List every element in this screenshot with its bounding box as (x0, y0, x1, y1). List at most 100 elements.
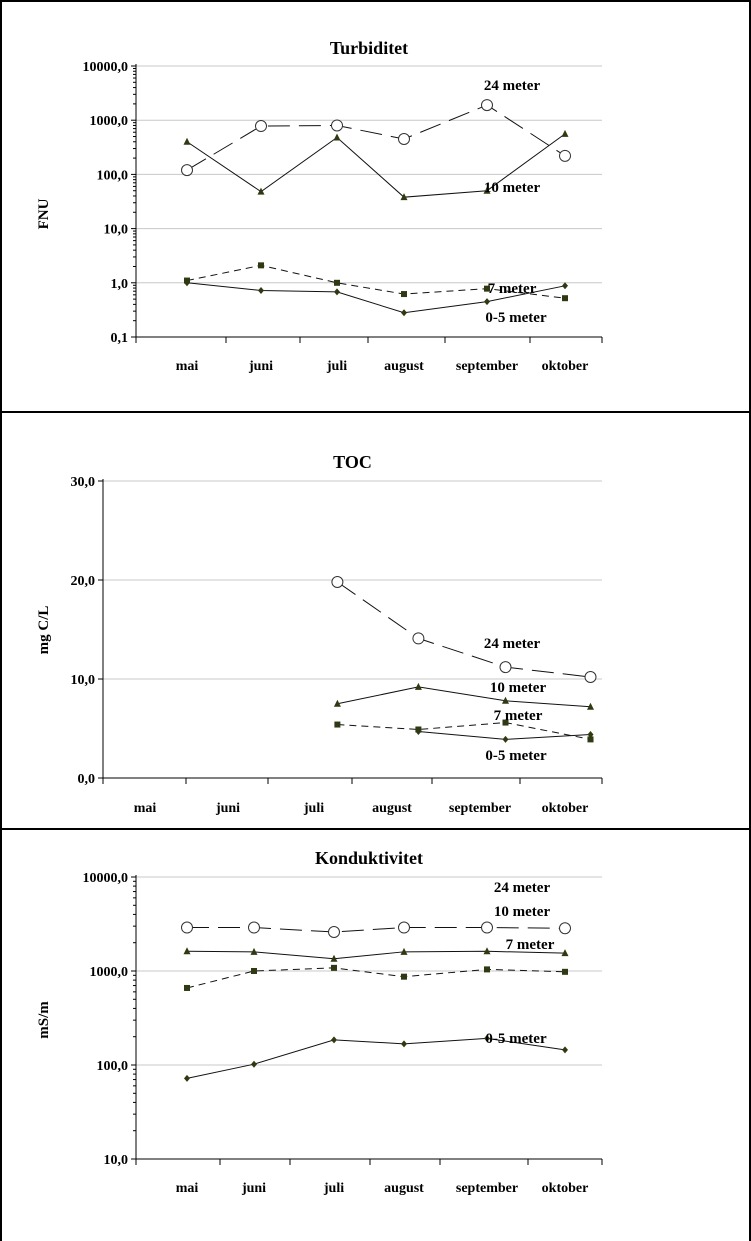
series-10-meter: 10 meter (183, 904, 569, 962)
series-line (337, 722, 591, 740)
series-24-meter: 24 meter (181, 78, 571, 177)
data-point (183, 947, 191, 955)
x-tick-label: mai (176, 359, 199, 374)
data-point (334, 288, 340, 296)
panel-divider-1 (0, 411, 751, 413)
series-7-meter: 7 meter (184, 262, 568, 302)
y-tick-label: 10000,0 (83, 60, 129, 75)
y-tick-label: 100,0 (97, 1059, 129, 1074)
series-label: 10 meter (494, 904, 551, 920)
data-point (258, 262, 264, 269)
y-tick-label: 0,1 (111, 331, 129, 346)
data-point (331, 964, 337, 971)
y-tick-label: 10,0 (104, 223, 129, 238)
series-label: 10 meter (490, 680, 547, 696)
data-point (587, 702, 594, 710)
data-point (587, 736, 594, 743)
data-point (400, 947, 408, 955)
data-point (484, 298, 490, 306)
series-line (186, 950, 566, 960)
series-0-5-meter: 0-5 meter (415, 727, 594, 764)
data-point (562, 1046, 568, 1054)
data-point (400, 193, 408, 201)
data-point (184, 279, 190, 287)
data-point (330, 954, 338, 962)
series-24-meter: 24 meter (181, 880, 571, 938)
data-point (484, 1034, 490, 1042)
data-point (502, 696, 509, 704)
series-label: 24 meter (484, 636, 541, 652)
y-tick-label: 10000,0 (83, 871, 129, 886)
x-tick-label: september (449, 801, 511, 816)
data-point (584, 671, 597, 684)
panel-divider-2 (0, 828, 751, 830)
x-tick-label: oktober (542, 801, 589, 816)
series-line (186, 282, 566, 314)
data-point (181, 921, 193, 934)
data-point (257, 187, 265, 195)
chart-1: Turbiditet 0,1 1,0 10,0 100,0 1000,0 10000,0 ma… (36, 38, 603, 374)
y-axis-label: mS/m (36, 1001, 52, 1039)
data-point (414, 682, 422, 690)
data-point (248, 921, 260, 934)
series-label: 0-5 meter (485, 1031, 547, 1047)
data-point (258, 287, 264, 295)
data-point (415, 727, 422, 735)
x-tick-label: august (384, 1181, 424, 1196)
series-10-meter: 10 meter (333, 680, 594, 710)
series-label: 0-5 meter (485, 748, 547, 764)
data-point (502, 719, 509, 726)
series-line (337, 581, 591, 678)
data-point (559, 922, 571, 935)
series-line (337, 686, 591, 708)
data-point (562, 282, 568, 290)
data-point (251, 1060, 257, 1068)
series-label: 7 meter (506, 937, 555, 953)
chart-title: Turbiditet (330, 38, 408, 58)
series-line (186, 133, 566, 198)
data-point (401, 291, 407, 298)
data-point (334, 279, 340, 286)
chart-title: Konduktivitet (315, 848, 423, 868)
y-tick-label: 20,0 (71, 574, 96, 589)
series-line (186, 1037, 566, 1079)
series-7-meter: 7 meter (334, 708, 594, 743)
series-line (186, 264, 566, 299)
y-tick-label: 10,0 (71, 673, 96, 688)
x-tick-label: august (384, 359, 424, 374)
data-point (481, 99, 493, 112)
data-point (331, 119, 343, 132)
data-point (561, 949, 569, 957)
data-point (483, 947, 491, 955)
data-point (561, 129, 569, 137)
x-tick-label: juli (326, 359, 347, 374)
data-point (401, 973, 407, 980)
series-line (186, 104, 566, 171)
data-point (250, 947, 258, 955)
y-tick-label: 1,0 (111, 277, 129, 292)
series-line (187, 927, 566, 933)
x-tick-label: juli (303, 801, 324, 816)
frame-left-border (0, 0, 2, 1241)
x-tick-label: juni (215, 801, 240, 816)
x-tick-label: august (372, 801, 412, 816)
x-tick-label: mai (134, 801, 157, 816)
data-point (401, 1040, 407, 1048)
data-point (483, 186, 491, 194)
data-point (412, 632, 425, 645)
x-tick-label: juni (241, 1181, 266, 1196)
data-point (562, 968, 568, 975)
data-point (562, 295, 568, 302)
x-tick-label: oktober (542, 359, 589, 374)
x-tick-label: oktober (542, 1181, 589, 1196)
data-point (328, 925, 340, 938)
chart-3: Konduktivitet 10,0 100,0 1000,0 10000,0 mai ju… (36, 848, 603, 1196)
data-point (334, 721, 341, 728)
data-point (398, 921, 410, 934)
data-point (333, 133, 341, 141)
data-point (401, 309, 407, 317)
data-point (183, 137, 191, 145)
data-point (333, 699, 341, 707)
